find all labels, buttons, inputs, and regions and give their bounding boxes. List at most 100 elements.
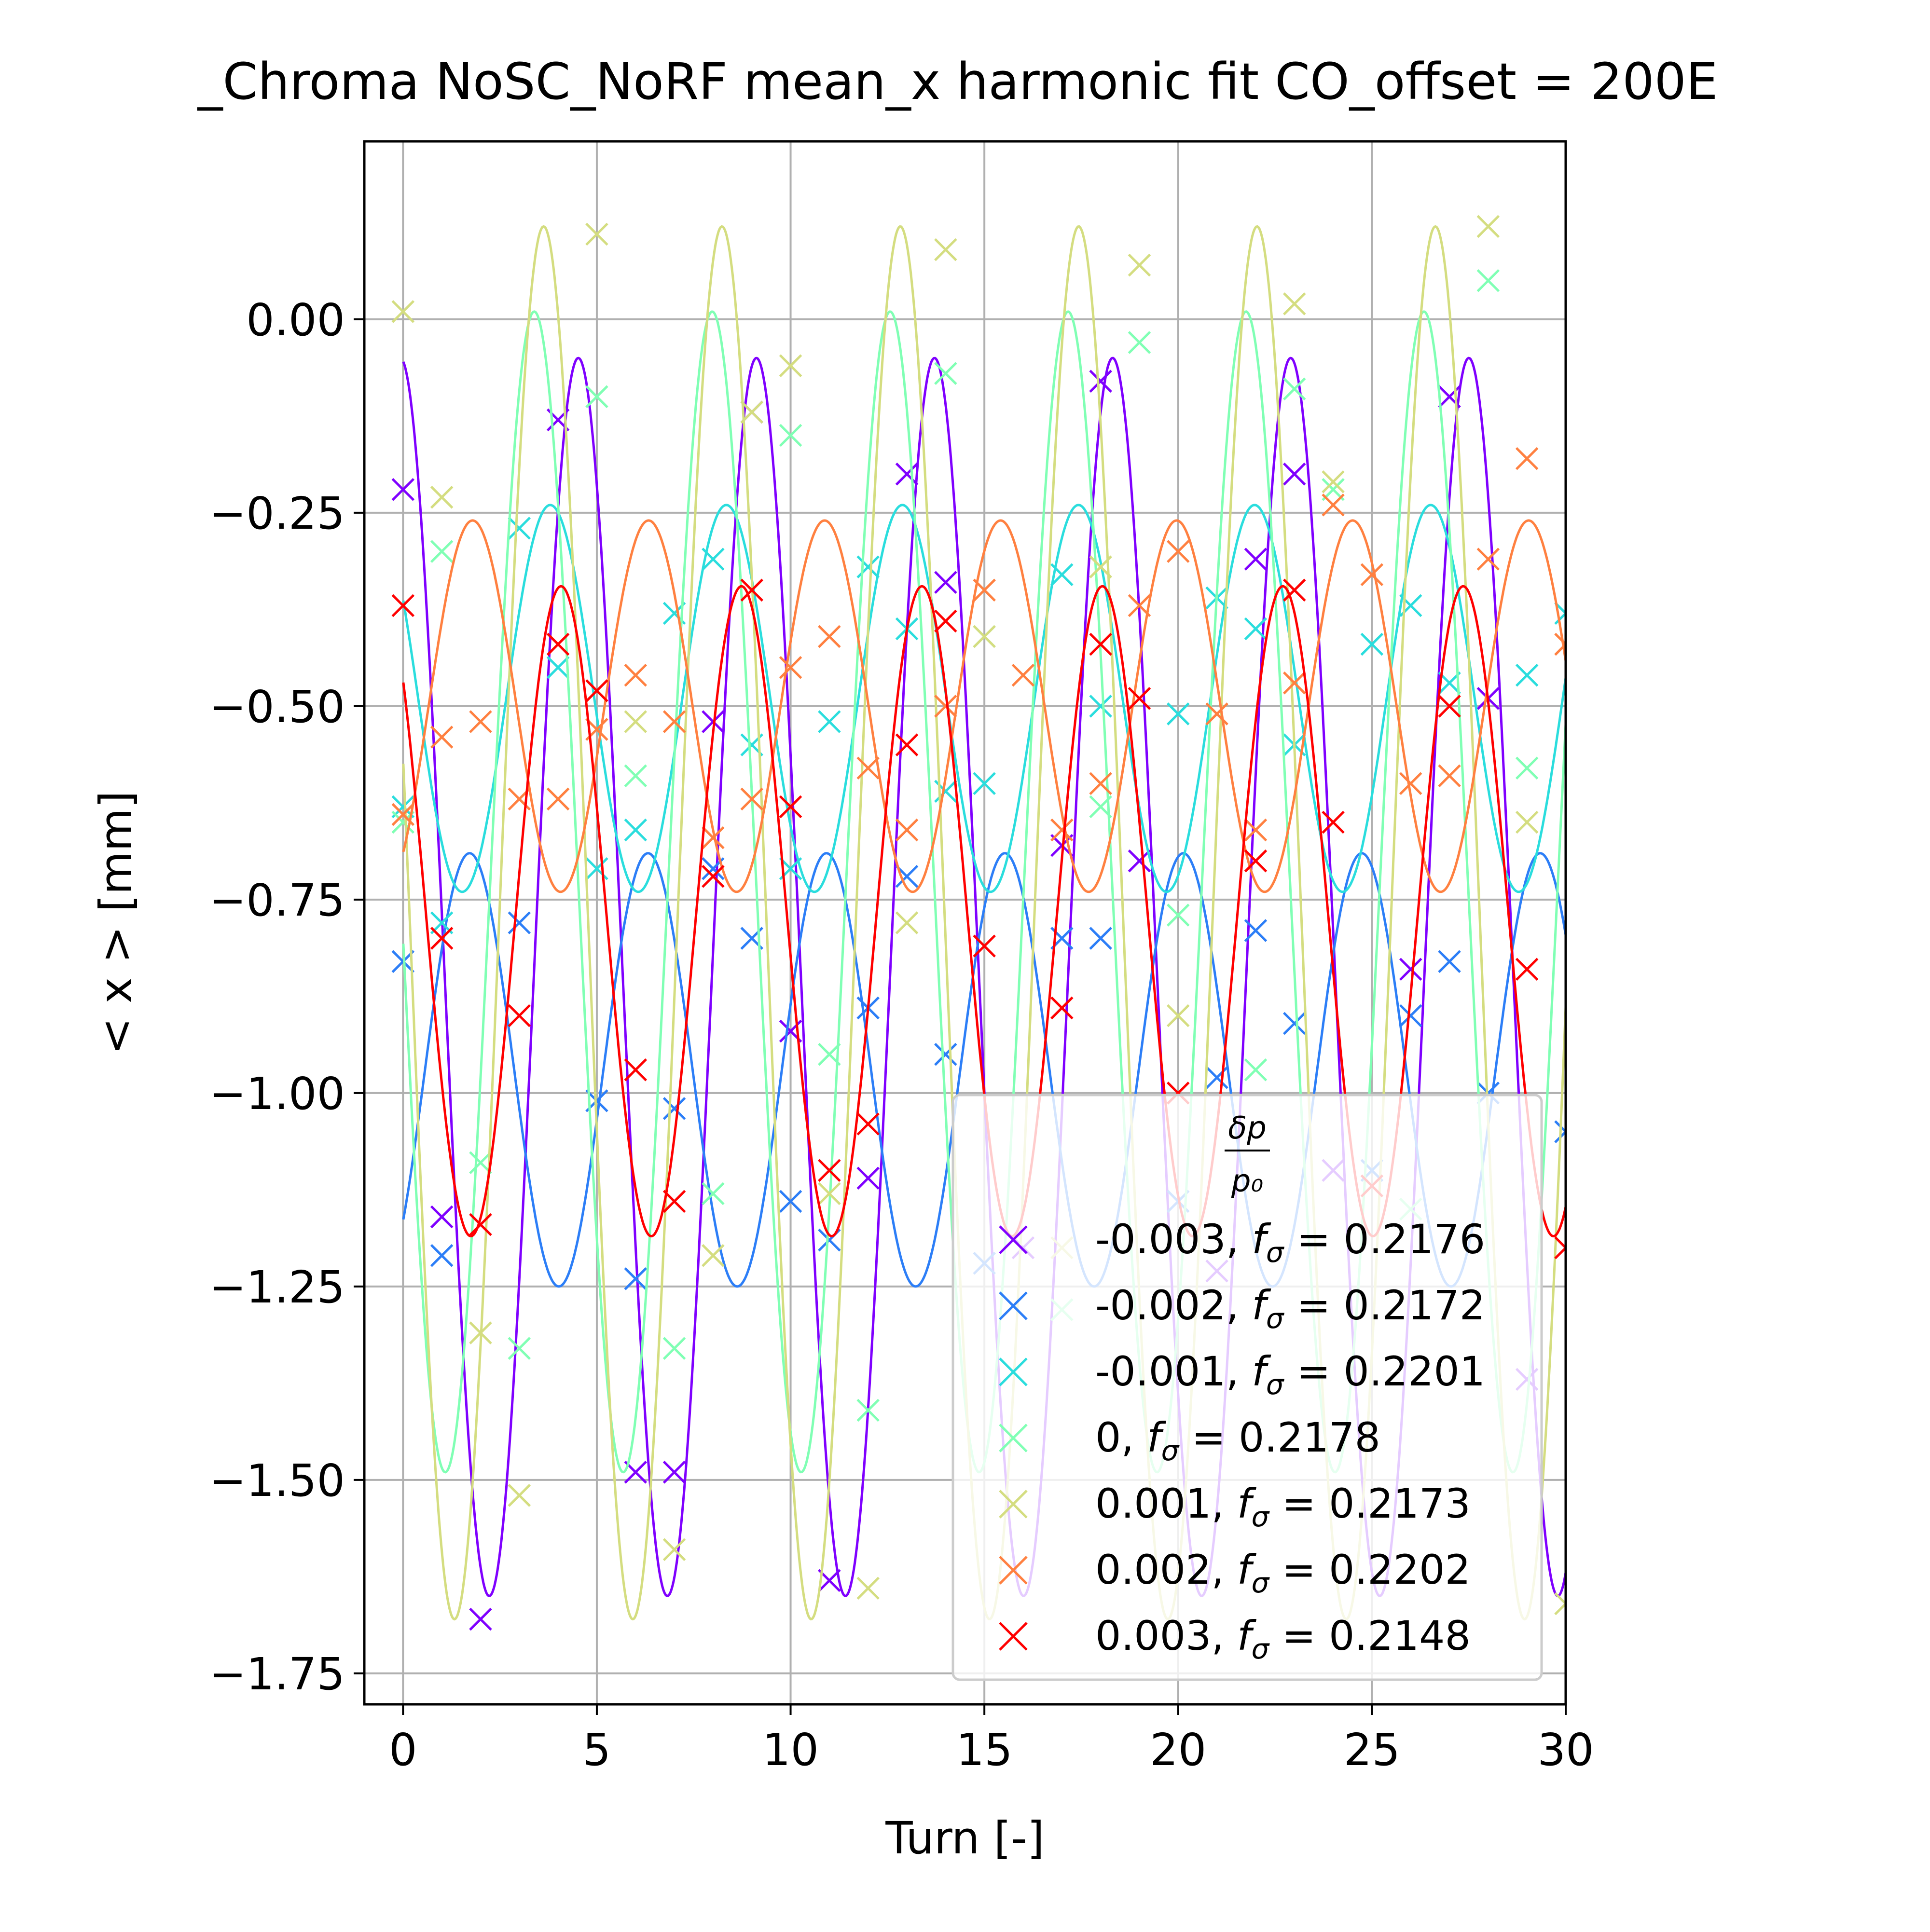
data-point	[662, 1538, 686, 1561]
data-point	[546, 787, 570, 811]
data-point	[973, 625, 996, 648]
data-point	[973, 772, 996, 795]
data-point	[1244, 548, 1268, 571]
data-point	[430, 726, 454, 749]
data-point	[585, 385, 608, 409]
data-point	[934, 238, 957, 261]
data-point	[1554, 1236, 1566, 1260]
data-point	[430, 486, 454, 509]
data-point	[1438, 695, 1461, 718]
data-point	[546, 632, 570, 656]
data-point	[895, 733, 919, 756]
data-point	[624, 663, 648, 687]
data-point	[430, 1244, 454, 1267]
x-tick-label: 25	[1344, 1724, 1400, 1776]
data-point	[1050, 563, 1074, 586]
data-point	[779, 795, 802, 819]
y-axis-label: < x > [mm]	[90, 791, 142, 1055]
data-point	[1244, 919, 1268, 942]
data-point	[740, 787, 763, 811]
data-point	[895, 462, 919, 486]
data-point	[973, 934, 996, 958]
data-point	[1244, 1058, 1268, 1082]
data-point	[662, 1097, 686, 1120]
legend-title-numerator: δp	[1228, 1110, 1267, 1146]
data-point	[662, 1190, 686, 1213]
legend: δp p₀ -0.003, fσ = 0.2176 -0.002, fσ = 0.…	[951, 1094, 1543, 1681]
legend-marker	[999, 1225, 1028, 1254]
data-point	[508, 517, 531, 540]
data-point	[1050, 996, 1074, 1020]
data-point	[934, 571, 957, 594]
data-point	[702, 1182, 725, 1206]
legend-marker	[999, 1357, 1028, 1386]
data-point	[702, 826, 725, 850]
data-point	[430, 927, 454, 950]
data-point	[1089, 772, 1112, 795]
data-point	[856, 1398, 880, 1422]
data-point	[624, 818, 648, 842]
fit-line	[402, 504, 1566, 893]
data-point	[779, 656, 802, 679]
data-point	[856, 1166, 880, 1190]
data-point	[818, 625, 841, 648]
legend-marker	[999, 1490, 1028, 1519]
data-point	[1244, 849, 1268, 873]
data-point	[546, 656, 570, 679]
data-point	[1322, 470, 1345, 493]
data-point	[469, 1213, 492, 1236]
legend-label: -0.001, fσ = 0.2201	[1095, 1348, 1485, 1401]
data-point	[1244, 818, 1268, 842]
data-point	[469, 710, 492, 733]
data-point	[895, 911, 919, 934]
legend-label: -0.002, fσ = 0.2172	[1095, 1282, 1485, 1335]
data-point	[1282, 1012, 1306, 1035]
data-point	[1128, 594, 1151, 617]
data-point	[740, 400, 763, 424]
fit-line	[402, 519, 1566, 893]
data-point	[624, 764, 648, 788]
data-point	[1476, 548, 1500, 571]
data-point	[1282, 671, 1306, 695]
data-point	[1282, 292, 1306, 315]
y-axis: 0.00 −0.25 −0.50 −0.75 −1.00 −1.25 −1.50 −1.75	[209, 294, 364, 1700]
data-point	[973, 578, 996, 602]
data-point	[1244, 617, 1268, 641]
axes-frame	[363, 140, 1567, 1706]
data-point	[1322, 810, 1345, 834]
data-point	[469, 1321, 492, 1344]
legend-label: -0.003, fσ = 0.2176	[1095, 1216, 1485, 1269]
data-point	[585, 679, 608, 702]
data-point	[1515, 756, 1539, 780]
y-tick-label: −1.75	[209, 1648, 345, 1700]
data-point	[391, 478, 415, 501]
data-point	[430, 1205, 454, 1229]
data-point	[1089, 695, 1112, 718]
data-point	[934, 609, 957, 633]
y-tick-label: −1.25	[209, 1261, 345, 1313]
data-point	[818, 710, 841, 733]
data-point	[391, 300, 415, 323]
data-point	[508, 1004, 531, 1028]
data-point	[585, 222, 608, 246]
data-point	[1167, 702, 1190, 726]
data-point	[1399, 1004, 1422, 1028]
data-point	[508, 1337, 531, 1360]
data-point	[1128, 331, 1151, 354]
data-point	[1438, 950, 1461, 973]
data-point	[1399, 958, 1422, 981]
x-tick-label: 15	[956, 1724, 1013, 1776]
x-tick-label: 30	[1537, 1724, 1594, 1776]
data-point	[662, 1337, 686, 1360]
data-point	[1089, 370, 1112, 393]
data-point	[856, 1112, 880, 1136]
data-point	[740, 578, 763, 602]
data-point	[469, 1607, 492, 1631]
data-point	[1167, 1004, 1190, 1028]
data-point	[391, 803, 415, 826]
legend-box	[951, 1094, 1543, 1681]
data-point	[856, 1576, 880, 1600]
data-point	[818, 1159, 841, 1182]
data-point	[1011, 663, 1035, 687]
